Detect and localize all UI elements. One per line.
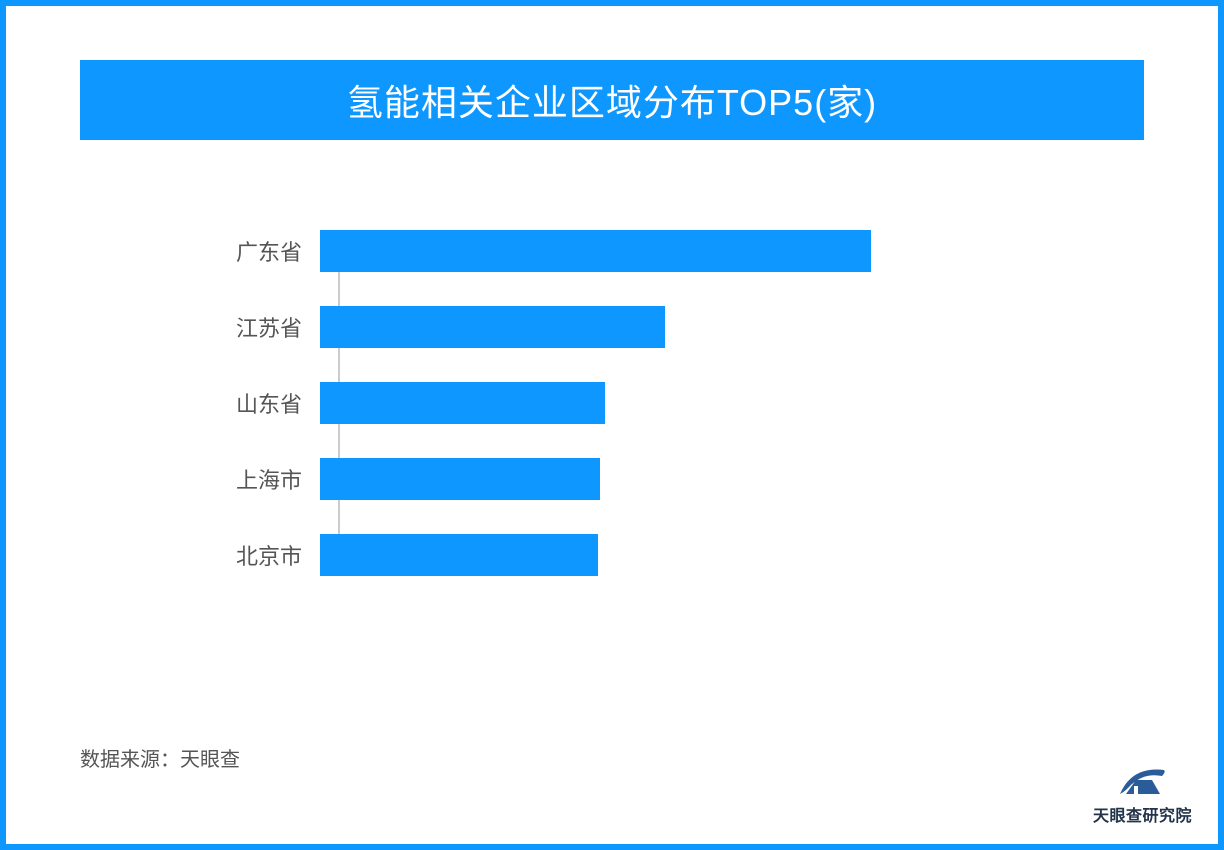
bar-fill [320, 458, 600, 500]
bar-track [320, 230, 1144, 272]
content-area: 氢能相关企业区域分布TOP5(家) 广东省 江苏省 山东省 上海市 [80, 60, 1144, 790]
bar-label: 北京市 [230, 539, 320, 571]
chart-area: 广东省 江苏省 山东省 上海市 北京市 [80, 230, 1144, 576]
bar-track [320, 458, 1144, 500]
bar-row: 江苏省 [230, 306, 1144, 348]
bar-label: 广东省 [230, 235, 320, 267]
bar-row: 上海市 [230, 458, 1144, 500]
logo-block: 天眼查研究院 [1093, 758, 1192, 826]
bar-row: 山东省 [230, 382, 1144, 424]
bar-fill [320, 382, 605, 424]
logo-text: 天眼查研究院 [1093, 802, 1192, 826]
bar-fill [320, 306, 665, 348]
bar-track [320, 534, 1144, 576]
bar-label: 上海市 [230, 463, 320, 495]
chart-title-bar: 氢能相关企业区域分布TOP5(家) [80, 60, 1144, 140]
bar-label: 江苏省 [230, 311, 320, 343]
bar-fill [320, 534, 598, 576]
bar-track [320, 306, 1144, 348]
data-source-label: 数据来源：天眼查 [80, 743, 240, 772]
bar-label: 山东省 [230, 387, 320, 419]
bar-row: 广东省 [230, 230, 1144, 272]
bar-track [320, 382, 1144, 424]
chart-title: 氢能相关企业区域分布TOP5(家) [347, 82, 877, 123]
bar-row: 北京市 [230, 534, 1144, 576]
tianyancha-logo-icon [1112, 758, 1172, 798]
bar-fill [320, 230, 871, 272]
